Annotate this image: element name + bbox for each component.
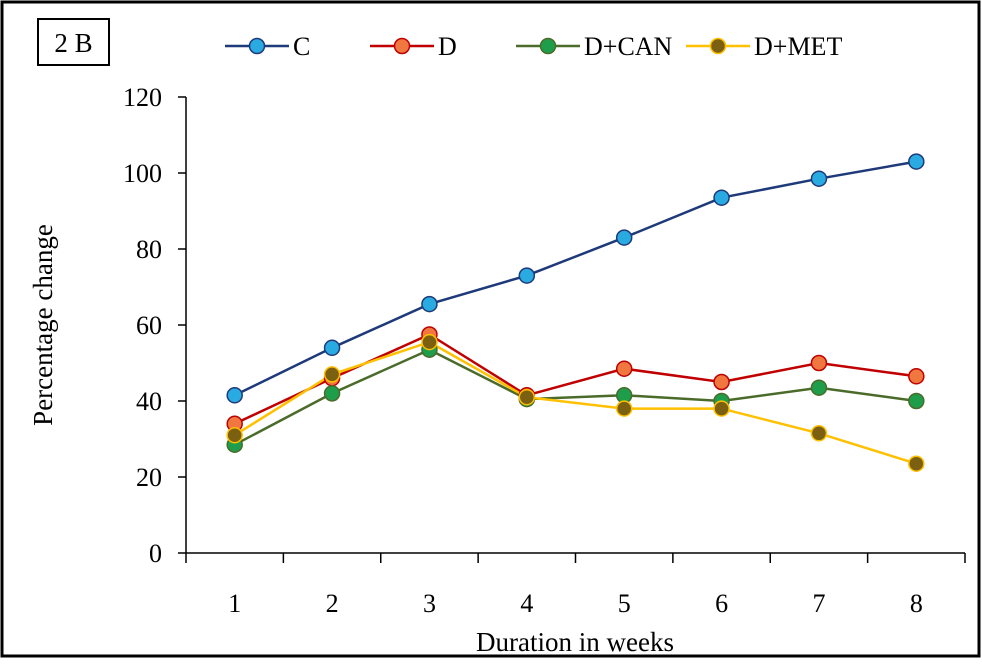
- data-point-d: [713, 373, 730, 391]
- x-tick-label: 4: [520, 589, 533, 618]
- x-ticks: 1 2 3 4 5 6 7 8: [185, 553, 966, 618]
- data-point-d-can: [908, 392, 925, 410]
- data-point-d: [810, 354, 828, 372]
- data-point-c: [713, 189, 730, 206]
- y-tick-label: 40: [136, 387, 162, 416]
- x-tick-label: 6: [715, 589, 728, 618]
- data-point-d: [615, 360, 633, 377]
- panel-label-box: [37, 18, 110, 66]
- y-axis-title: Percentage change: [28, 224, 58, 426]
- series-line-d-met: [234, 340, 917, 465]
- x-tick-label: 8: [910, 589, 923, 618]
- data-point-d-can: [810, 379, 828, 396]
- x-tick-label: 1: [228, 589, 241, 618]
- x-tick-label: 5: [618, 589, 631, 618]
- legend-label-d-met: D+MET: [754, 32, 842, 61]
- legend-marker-d-met: [709, 37, 727, 55]
- legend-label-d-can: D+CAN: [584, 32, 673, 61]
- series-line-c: [234, 160, 917, 397]
- data-point-c: [908, 153, 925, 170]
- legend-marker-d: [393, 37, 411, 55]
- series-line-d-can: [234, 348, 917, 446]
- y-tick-label: 0: [149, 539, 162, 568]
- data-point-d-met: [421, 333, 438, 351]
- legend-label-d: D: [438, 32, 457, 61]
- data-point-d-met: [810, 425, 828, 442]
- series-layer: [226, 153, 925, 472]
- data-point-d-met: [713, 400, 730, 417]
- data-point-d-can: [323, 385, 341, 402]
- data-point-c: [518, 267, 536, 284]
- y-tick-label: 100: [123, 159, 162, 188]
- x-axis-title: Duration in weeks: [476, 627, 674, 657]
- y-tick-label: 20: [136, 463, 162, 492]
- data-point-d-met: [518, 388, 536, 406]
- x-tick-label: 7: [812, 589, 825, 618]
- y-tick-label: 120: [123, 83, 162, 112]
- data-point-d-met: [226, 426, 243, 444]
- legend-marker-c: [248, 37, 266, 55]
- y-tick-label: 80: [136, 235, 162, 264]
- y-tick-label: 60: [136, 311, 162, 340]
- data-point-d-met: [908, 455, 925, 472]
- data-point-c: [323, 339, 341, 357]
- x-tick-label: 2: [326, 589, 339, 618]
- data-point-d-met: [615, 400, 633, 417]
- y-ticks: 0 20 40 60 80 100 120: [123, 83, 186, 568]
- series-line-d: [234, 333, 917, 425]
- legend-marker-d-can: [539, 37, 557, 55]
- data-point-d: [908, 368, 925, 385]
- panel-label: 2 B: [54, 28, 92, 58]
- data-point-c: [615, 229, 633, 246]
- legend-label-c: C: [293, 32, 310, 61]
- data-point-d-met: [323, 366, 341, 383]
- legend: C D D+CAN D+MET: [225, 32, 842, 61]
- data-point-c: [421, 295, 438, 313]
- data-point-c: [226, 387, 243, 404]
- x-tick-label: 3: [423, 589, 436, 618]
- data-point-c: [810, 170, 828, 187]
